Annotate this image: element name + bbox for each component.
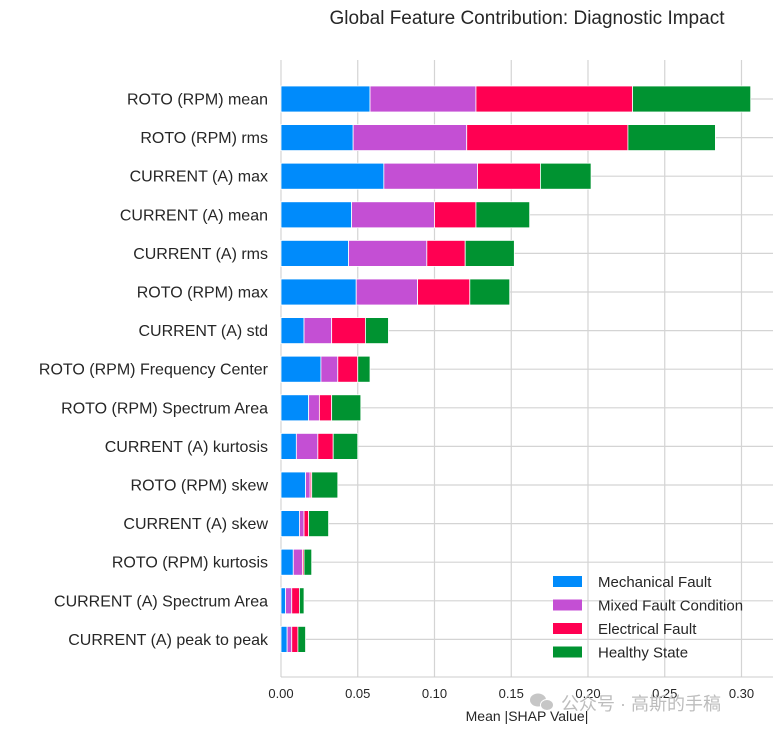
watermark-text: 公众号 · 高斯的手稿 [561,694,721,714]
bar-segment [352,124,468,151]
y-tick-label: ROTO (RPM) Frequency Center [39,362,269,379]
legend: Mechanical Fault Mixed Fault Condition Ele… [553,574,743,662]
bar-segment [426,239,466,267]
bar-segment [311,471,339,499]
bar-segment [280,510,300,538]
bar-segment [417,278,471,306]
bar-segment [348,239,428,267]
bar-segment [632,85,752,113]
bar-segment [355,278,419,306]
bar-segment [280,278,357,306]
y-tick-label: ROTO (RPM) mean [127,92,268,109]
bar-segment [299,510,305,538]
bar-segment [280,587,287,615]
bar-segment [475,201,531,229]
bar-segment [280,626,288,653]
x-axis-ticks: 0.00 0.05 0.10 0.15 0.20 0.25 0.30 [268,686,754,701]
bar-segment [285,587,293,615]
legend-label: Mechanical Fault [598,574,712,591]
bar-segment [292,548,303,576]
x-axis-label: Mean |SHAP Value| [466,708,589,724]
bar-segment [331,394,362,422]
bar-segment [627,124,716,151]
bar-segment [280,162,385,190]
legend-label: Electrical Fault [598,621,697,638]
y-tick-label: CURRENT (A) skew [123,516,268,533]
bar-segment [357,355,371,383]
bar-segment [317,432,334,460]
y-tick-label: ROTO (RPM) skew [131,478,269,495]
y-tick-label: ROTO (RPM) Spectrum Area [61,400,268,417]
bar-segment [464,239,515,267]
y-tick-label: CURRENT (A) peak to peak [68,632,269,649]
bar-segment [308,394,320,422]
x-tick-label: 0.25 [652,686,677,701]
y-tick-label: CURRENT (A) max [130,169,268,186]
bar-segment [469,278,511,306]
y-axis-labels: ROTO (RPM) mean ROTO (RPM) rms CURRENT (A)… [39,92,269,649]
bar-segment [280,124,354,151]
bar-segment [365,317,389,345]
y-tick-label: ROTO (RPM) kurtosis [112,555,268,572]
bar-segment [280,317,305,345]
y-tick-label: CURRENT (A) Spectrum Area [54,593,268,610]
y-tick-label: CURRENT (A) kurtosis [105,439,268,456]
bar-segment [383,162,478,190]
chart-title: Global Feature Contribution: Diagnostic … [330,8,726,29]
y-tick-label: ROTO (RPM) max [137,285,268,302]
bar-segment [303,317,333,345]
bar-segment [475,85,633,113]
legend-swatch [553,576,582,587]
legend-swatch [553,599,582,611]
bar-segment [351,201,435,229]
bar-segment [318,394,333,422]
bar-segment [299,587,305,615]
wechat-icon [530,693,554,711]
bar-segment [280,394,310,422]
x-tick-label: 0.00 [268,686,293,701]
bar-segment [280,85,371,113]
bar-segment [434,201,477,229]
watermark: 公众号 · 高斯的手稿 [530,693,721,714]
bar-segment [280,548,294,576]
bar-segment [369,85,477,113]
bar-segment [286,626,293,653]
legend-label: Mixed Fault Condition [598,598,743,615]
bar-series [280,85,752,653]
legend-swatch [553,623,582,634]
legend-swatch [553,646,582,658]
bar-segment [280,432,297,460]
bar-segment [477,162,541,190]
y-tick-label: CURRENT (A) std [139,323,269,340]
bar-segment [291,587,300,615]
y-tick-label: CURRENT (A) rms [133,246,268,263]
x-tick-label: 0.20 [575,686,600,701]
bar-segment [320,355,339,383]
bar-segment [297,626,306,653]
x-tick-label: 0.30 [729,686,754,701]
bar-segment [332,432,359,460]
bar-segment [303,548,313,576]
bar-segment [280,239,349,267]
bar-segment [331,317,366,345]
bar-segment [280,471,306,499]
y-tick-label: ROTO (RPM) rms [140,130,268,147]
bar-segment [295,432,319,460]
bar-segment [540,162,592,190]
bar-segment [337,355,359,383]
bar-segment [466,124,629,151]
legend-label: Healthy State [598,645,688,662]
x-tick-label: 0.15 [499,686,524,701]
x-tick-label: 0.10 [422,686,447,701]
y-tick-label: CURRENT (A) mean [120,207,268,224]
bar-segment [305,471,311,499]
bar-segment [303,510,310,538]
bar-segment [308,510,329,538]
bar-segment [280,355,322,383]
bar-segment [280,201,353,229]
bar-segment [291,626,299,653]
x-tick-label: 0.05 [345,686,370,701]
